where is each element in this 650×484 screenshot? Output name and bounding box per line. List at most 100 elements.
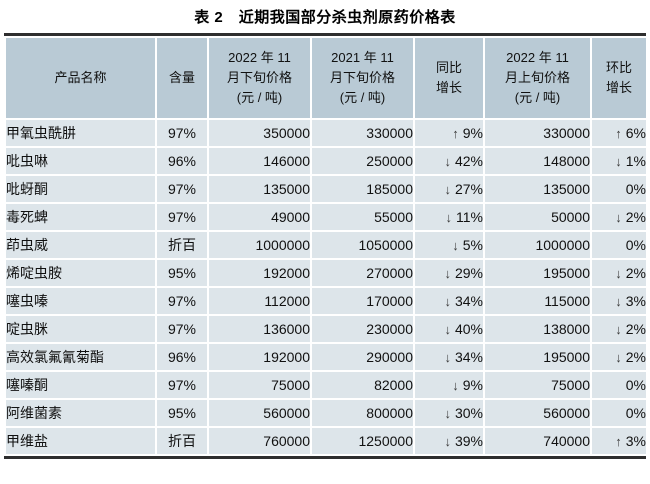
price-2021-late-cell: 1050000	[310, 230, 415, 260]
mom-growth-cell: ↓ 2%	[590, 314, 648, 344]
table-row: 毒死蜱 97% 49000 55000 ↓ 11% 50000 ↓ 2%	[4, 202, 648, 232]
product-name-cell: 啶虫脒	[4, 314, 157, 344]
mom-growth-cell: ↓ 2%	[590, 202, 648, 232]
yoy-growth-cell: ↓ 29%	[413, 258, 485, 288]
mom-growth-cell: ↓ 2%	[590, 342, 648, 372]
price-2021-late-cell: 55000	[310, 202, 415, 232]
mom-growth-cell: ↓ 3%	[590, 286, 648, 316]
table-body: 甲氧虫酰肼 97% 350000 330000 ↑ 9% 330000 ↑ 6% 吡虫啉 96% 14…	[4, 118, 648, 456]
col-header-price-2022-early: 2022 年 11 月上旬价格 (元 / 吨)	[483, 36, 592, 120]
growth-value: 40%	[454, 321, 483, 337]
down-arrow-icon: ↓	[444, 350, 451, 365]
down-arrow-icon: ↓	[444, 154, 451, 169]
table-row: 甲维盐 折百 760000 1250000 ↓ 39% 740000 ↑ 3%	[4, 426, 648, 456]
yoy-growth-cell: ↓ 34%	[413, 342, 485, 372]
down-arrow-icon: ↓	[452, 238, 459, 253]
price-2022-early-cell: 115000	[483, 286, 592, 316]
price-2021-late-cell: 185000	[310, 174, 415, 204]
growth-value: 9%	[462, 377, 483, 393]
price-2021-late-cell: 230000	[310, 314, 415, 344]
growth-value: 29%	[454, 265, 483, 281]
product-name-cell: 高效氯氟氰菊酯	[4, 342, 157, 372]
price-2021-late-cell: 82000	[310, 370, 415, 400]
down-arrow-icon: ↓	[615, 210, 622, 225]
price-2022-early-cell: 50000	[483, 202, 592, 232]
yoy-growth-cell: ↓ 11%	[413, 202, 485, 232]
product-name-cell: 吡虫啉	[4, 146, 157, 176]
col-header-price-2021-late: 2021 年 11 月下旬价格 (元 / 吨)	[310, 36, 415, 120]
up-arrow-icon: ↑	[452, 126, 459, 141]
growth-value: 9%	[462, 125, 483, 141]
price-2021-late-cell: 800000	[310, 398, 415, 428]
product-name-cell: 阿维菌素	[4, 398, 157, 428]
growth-value: 2%	[625, 265, 646, 281]
price-2022-late-cell: 560000	[207, 398, 312, 428]
price-2022-early-cell: 1000000	[483, 230, 592, 260]
growth-value: 3%	[625, 433, 646, 449]
price-2021-late-cell: 270000	[310, 258, 415, 288]
content-cell: 96%	[155, 146, 209, 176]
product-name-cell: 甲维盐	[4, 426, 157, 456]
yoy-growth-cell: ↓ 40%	[413, 314, 485, 344]
down-arrow-icon: ↓	[444, 294, 451, 309]
price-2022-late-cell: 75000	[207, 370, 312, 400]
product-name-cell: 甲氧虫酰肼	[4, 118, 157, 148]
col-header-price-2022-late: 2022 年 11 月下旬价格 (元 / 吨)	[207, 36, 312, 120]
content-cell: 97%	[155, 314, 209, 344]
growth-value: 0%	[625, 237, 646, 253]
growth-value: 34%	[454, 349, 483, 365]
yoy-growth-cell: ↓ 42%	[413, 146, 485, 176]
price-2022-early-cell: 75000	[483, 370, 592, 400]
product-name-cell: 噻嗪酮	[4, 370, 157, 400]
table-row: 噻虫嗪 97% 112000 170000 ↓ 34% 115000 ↓ 3%	[4, 286, 648, 316]
yoy-growth-cell: ↓ 9%	[413, 370, 485, 400]
table-row: 高效氯氟氰菊酯 96% 192000 290000 ↓ 34% 195000 ↓ 2%	[4, 342, 648, 372]
price-2022-late-cell: 49000	[207, 202, 312, 232]
mom-growth-cell: ↑ 6%	[590, 118, 648, 148]
col-header-product-name: 产品名称	[4, 36, 157, 120]
price-2022-early-cell: 138000	[483, 314, 592, 344]
growth-value: 3%	[625, 293, 646, 309]
down-arrow-icon: ↓	[444, 406, 451, 421]
table-row: 吡蚜酮 97% 135000 185000 ↓ 27% 135000 0%	[4, 174, 648, 204]
header-row: 产品名称 含量 2022 年 11 月下旬价格 (元 / 吨) 2021 年 1…	[4, 36, 648, 120]
down-arrow-icon: ↓	[445, 210, 453, 225]
price-table-wrap: 产品名称 含量 2022 年 11 月下旬价格 (元 / 吨) 2021 年 1…	[4, 33, 648, 459]
down-arrow-icon: ↓	[444, 182, 451, 197]
up-arrow-icon: ↑	[615, 126, 622, 141]
product-name-cell: 吡蚜酮	[4, 174, 157, 204]
price-2021-late-cell: 290000	[310, 342, 415, 372]
price-2022-late-cell: 135000	[207, 174, 312, 204]
mom-growth-cell: ↑ 3%	[590, 426, 648, 456]
down-arrow-icon: ↓	[615, 294, 622, 309]
product-name-cell: 茚虫威	[4, 230, 157, 260]
col-header-mom-growth: 环比 增长	[590, 36, 648, 120]
down-arrow-icon: ↓	[615, 350, 622, 365]
price-2021-late-cell: 250000	[310, 146, 415, 176]
growth-value: 34%	[454, 293, 483, 309]
yoy-growth-cell: ↓ 5%	[413, 230, 485, 260]
table-title: 表 2 近期我国部分杀虫剂原药价格表	[194, 9, 456, 26]
table-row: 啶虫脒 97% 136000 230000 ↓ 40% 138000 ↓ 2%	[4, 314, 648, 344]
table-row: 噻嗪酮 97% 75000 82000 ↓ 9% 75000 0%	[4, 370, 648, 400]
table-row: 烯啶虫胺 95% 192000 270000 ↓ 29% 195000 ↓ 2%	[4, 258, 648, 288]
content-cell: 97%	[155, 118, 209, 148]
product-name-cell: 烯啶虫胺	[4, 258, 157, 288]
content-cell: 97%	[155, 370, 209, 400]
product-name-cell: 毒死蜱	[4, 202, 157, 232]
col-header-content: 含量	[155, 36, 209, 120]
col-header-yoy-growth: 同比 增长	[413, 36, 485, 120]
growth-value: 30%	[454, 405, 483, 421]
product-name-cell: 噻虫嗪	[4, 286, 157, 316]
down-arrow-icon: ↓	[444, 266, 451, 281]
down-arrow-icon: ↓	[444, 434, 451, 449]
price-2022-late-cell: 146000	[207, 146, 312, 176]
table-row: 茚虫威 折百 1000000 1050000 ↓ 5% 1000000 0%	[4, 230, 648, 260]
down-arrow-icon: ↓	[444, 322, 451, 337]
price-2022-early-cell: 195000	[483, 342, 592, 372]
table-row: 甲氧虫酰肼 97% 350000 330000 ↑ 9% 330000 ↑ 6%	[4, 118, 648, 148]
yoy-growth-cell: ↓ 27%	[413, 174, 485, 204]
growth-value: 2%	[625, 209, 646, 225]
table-row: 阿维菌素 95% 560000 800000 ↓ 30% 560000 0%	[4, 398, 648, 428]
